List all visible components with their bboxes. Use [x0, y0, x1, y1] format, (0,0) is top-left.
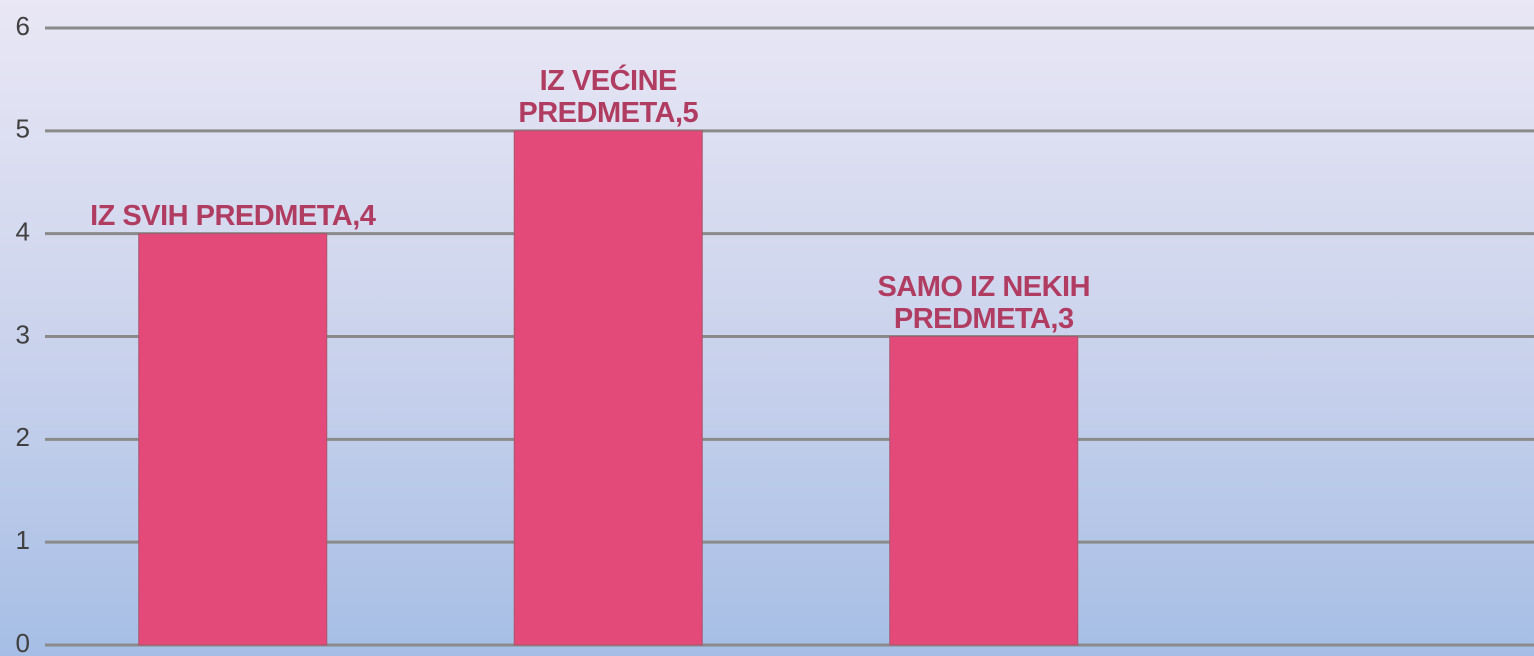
y-tick-label: 0	[16, 628, 30, 656]
data-label: IZ SVIH PREDMETA,4	[90, 199, 376, 232]
bar	[889, 336, 1079, 646]
y-tick-label: 6	[16, 11, 30, 41]
data-label: SAMO IZ NEKIH PREDMETA,3	[877, 270, 1091, 335]
bar	[513, 130, 703, 646]
y-tick-label: 1	[16, 525, 30, 555]
y-tick-label: 4	[16, 217, 30, 247]
y-tick-label: 5	[16, 114, 30, 144]
y-tick-label: 2	[16, 422, 30, 452]
bar	[138, 233, 328, 646]
y-tick-label: 3	[16, 319, 30, 349]
data-label: IZ VEĆINE PREDMETA,5	[518, 64, 699, 129]
